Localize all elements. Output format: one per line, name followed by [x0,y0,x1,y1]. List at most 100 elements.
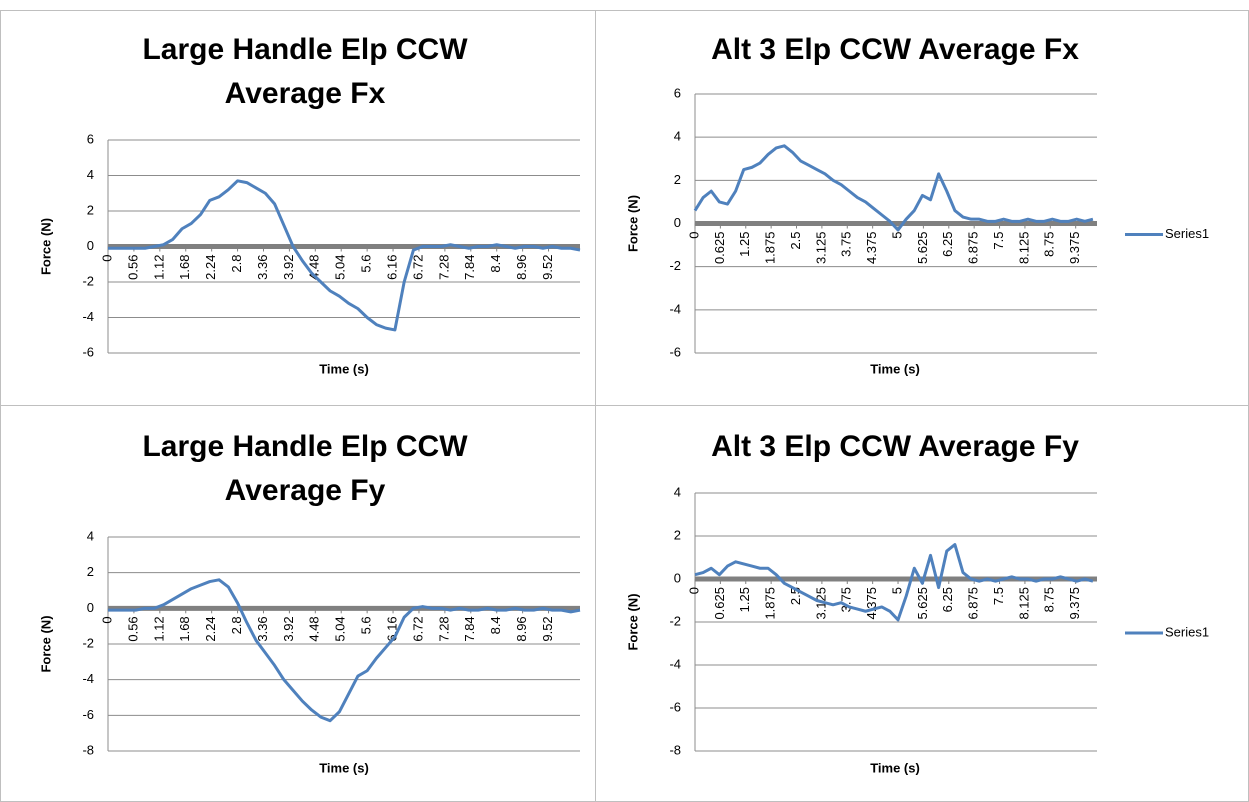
x-tick-label: 1.25 [737,587,752,612]
x-tick-label: 9.52 [540,616,555,641]
legend-label: Series1 [1165,624,1209,639]
x-tick-label: 9.375 [1067,587,1082,620]
y-tick-label: -2 [669,258,681,273]
x-tick-label: 7.84 [462,255,477,280]
y-tick-label: -2 [82,273,94,288]
y-tick-label: -4 [669,656,681,671]
x-tick-label: 2.24 [203,616,218,641]
x-tick-label: 1.12 [151,616,166,641]
y-tick-label: 0 [674,215,681,230]
y-tick-label: 2 [87,564,94,579]
x-axis-title: Time (s) [870,760,920,775]
x-tick-label: 5.625 [915,587,930,620]
x-tick-label: 7.84 [462,616,477,641]
chart-title: Large Handle Elp CCW Average Fx [142,33,468,110]
y-axis-title: Force (N) [38,218,53,275]
y-tick-label: 0 [87,600,94,615]
x-tick-label: 3.92 [281,616,296,641]
x-tick-label: 2.5 [788,232,803,250]
series-line [694,543,1094,622]
x-tick-label: 7.5 [991,232,1006,250]
y-tick-label: -2 [669,613,681,628]
chart-title: Alt 3 Elp CCW Average Fy [711,430,1079,463]
x-tick-label: 8.125 [1016,232,1031,265]
y-tick-label: 4 [87,528,94,543]
y-tick-label: 2 [87,202,94,217]
x-tick-label: 6.25 [940,587,955,612]
legend-label: Series1 [1165,226,1209,241]
y-axis-title: Force (N) [625,195,640,252]
y-tick-label: 2 [674,172,681,187]
x-tick-label: 0 [99,255,114,262]
x-tick-label: 0.625 [712,232,727,265]
x-tick-label: 0.56 [125,616,140,641]
x-tick-label: 8.96 [514,255,529,280]
y-axis-title: Force (N) [38,615,53,672]
x-tick-label: 1.68 [177,255,192,280]
x-tick-label: 6.72 [410,255,425,280]
x-tick-label: 3.36 [255,255,270,280]
x-tick-label: 4.48 [307,616,322,641]
x-tick-label: 1.25 [737,232,752,257]
x-tick-label: 3.125 [813,587,828,620]
x-tick-label: 5.04 [333,616,348,641]
x-tick-label: 8.4 [488,616,503,634]
series-line [108,578,581,723]
y-tick-label: 0 [87,238,94,253]
x-tick-label: 5 [889,587,904,594]
y-tick-label: -6 [669,344,681,359]
x-tick-label: 8.75 [1042,232,1057,257]
x-tick-label: 5.625 [915,232,930,265]
y-tick-label: -2 [82,635,94,650]
x-tick-label: 6.875 [966,587,981,620]
y-tick-label: 4 [87,167,94,182]
x-tick-label: 6.72 [410,616,425,641]
x-tick-label: 2.24 [203,255,218,280]
y-tick-label: -6 [82,707,94,722]
x-tick-label: 5.6 [359,255,374,273]
x-tick-label: 6.16 [384,255,399,280]
y-tick-label: -6 [669,699,681,714]
x-tick-label: 3.92 [281,255,296,280]
x-tick-label: 8.4 [488,255,503,273]
x-tick-label: 1.68 [177,616,192,641]
y-tick-label: 4 [674,484,681,499]
y-tick-label: -4 [669,301,681,316]
x-tick-label: 5.6 [359,616,374,634]
chart-title: Large Handle Elp CCW Average Fy [142,430,468,507]
x-tick-label: 7.28 [436,255,451,280]
x-tick-label: 4.375 [864,587,879,620]
y-tick-label: 4 [674,129,681,144]
x-tick-label: 4.375 [864,232,879,265]
y-tick-label: -4 [82,309,94,324]
series-line [108,179,581,332]
y-tick-label: -8 [82,742,94,757]
x-tick-label: 8.125 [1016,587,1031,620]
x-tick-label: 7.5 [991,587,1006,605]
y-tick-label: 6 [674,85,681,100]
x-tick-label: 2.8 [229,616,244,634]
x-tick-label: 6.875 [966,232,981,265]
x-tick-label: 9.375 [1067,232,1082,265]
x-axis-title: Time (s) [319,760,369,775]
y-axis-title: Force (N) [625,593,640,650]
x-tick-label: 1.875 [763,587,778,620]
x-tick-label: 3.125 [813,232,828,265]
x-tick-label: 5.04 [333,255,348,280]
x-tick-label: 0 [99,616,114,623]
y-tick-label: -4 [82,671,94,686]
x-tick-label: 3.75 [839,232,854,257]
y-tick-label: 0 [674,570,681,585]
x-tick-label: 8.75 [1042,587,1057,612]
x-tick-label: 0 [686,232,701,239]
x-tick-label: 1.12 [151,255,166,280]
x-axis-title: Time (s) [319,361,369,376]
x-tick-label: 2.8 [229,255,244,273]
x-tick-label: 7.28 [436,616,451,641]
x-tick-label: 0.625 [712,587,727,620]
chart-title: Alt 3 Elp CCW Average Fx [711,33,1079,66]
x-tick-label: 5 [889,232,904,239]
x-tick-label: 6.25 [940,232,955,257]
y-tick-label: 6 [87,131,94,146]
